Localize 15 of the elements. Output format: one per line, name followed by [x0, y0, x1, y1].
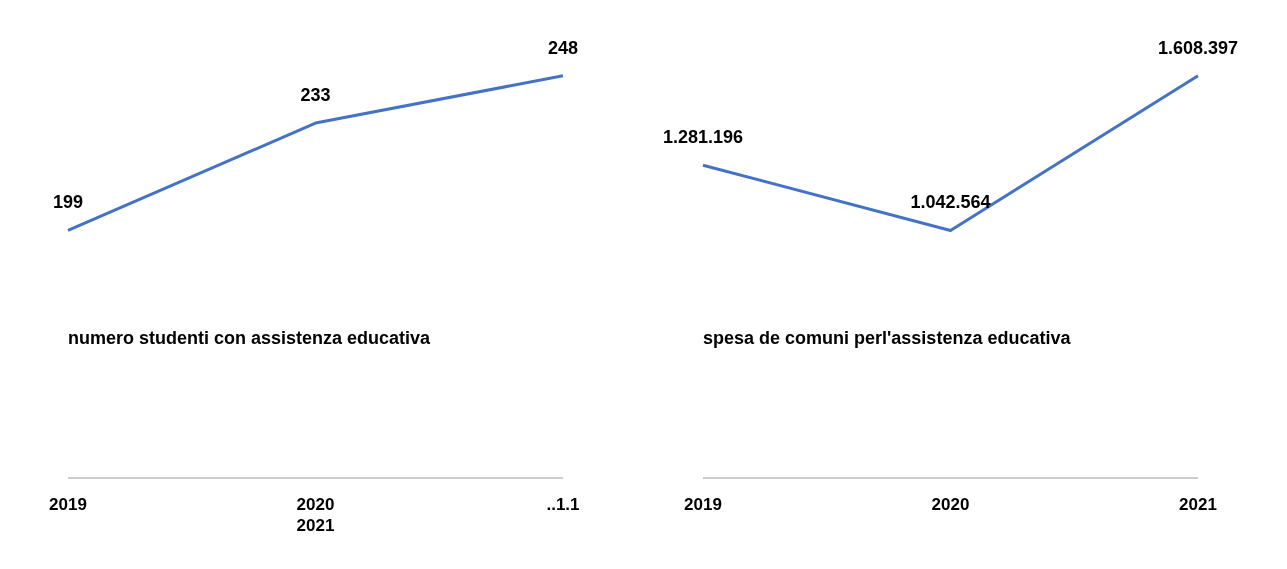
text: 2021 [295, 516, 336, 536]
x-tick-label: 2020 [931, 495, 970, 515]
data-label: 233 [300, 85, 331, 106]
x-tick-label: 2019 [684, 495, 722, 515]
data-label: 248 [547, 37, 579, 58]
data-label: 1.281.196 [662, 127, 744, 148]
x-tick-label: 2019 [49, 495, 87, 515]
text: spesa de comuni perl'assistenza educativa [703, 328, 1072, 349]
x-tick-label: ..1.1 [546, 495, 580, 515]
data-label: 1.608.397 [1157, 37, 1239, 58]
x-tick-label: 2021 [1179, 495, 1217, 515]
data-label: 1.042.564 [910, 192, 991, 213]
data-label: 199 [52, 192, 84, 213]
x-tick-label: 2020 [296, 495, 335, 515]
text: numero studenti con assistenza educativa [68, 328, 432, 349]
